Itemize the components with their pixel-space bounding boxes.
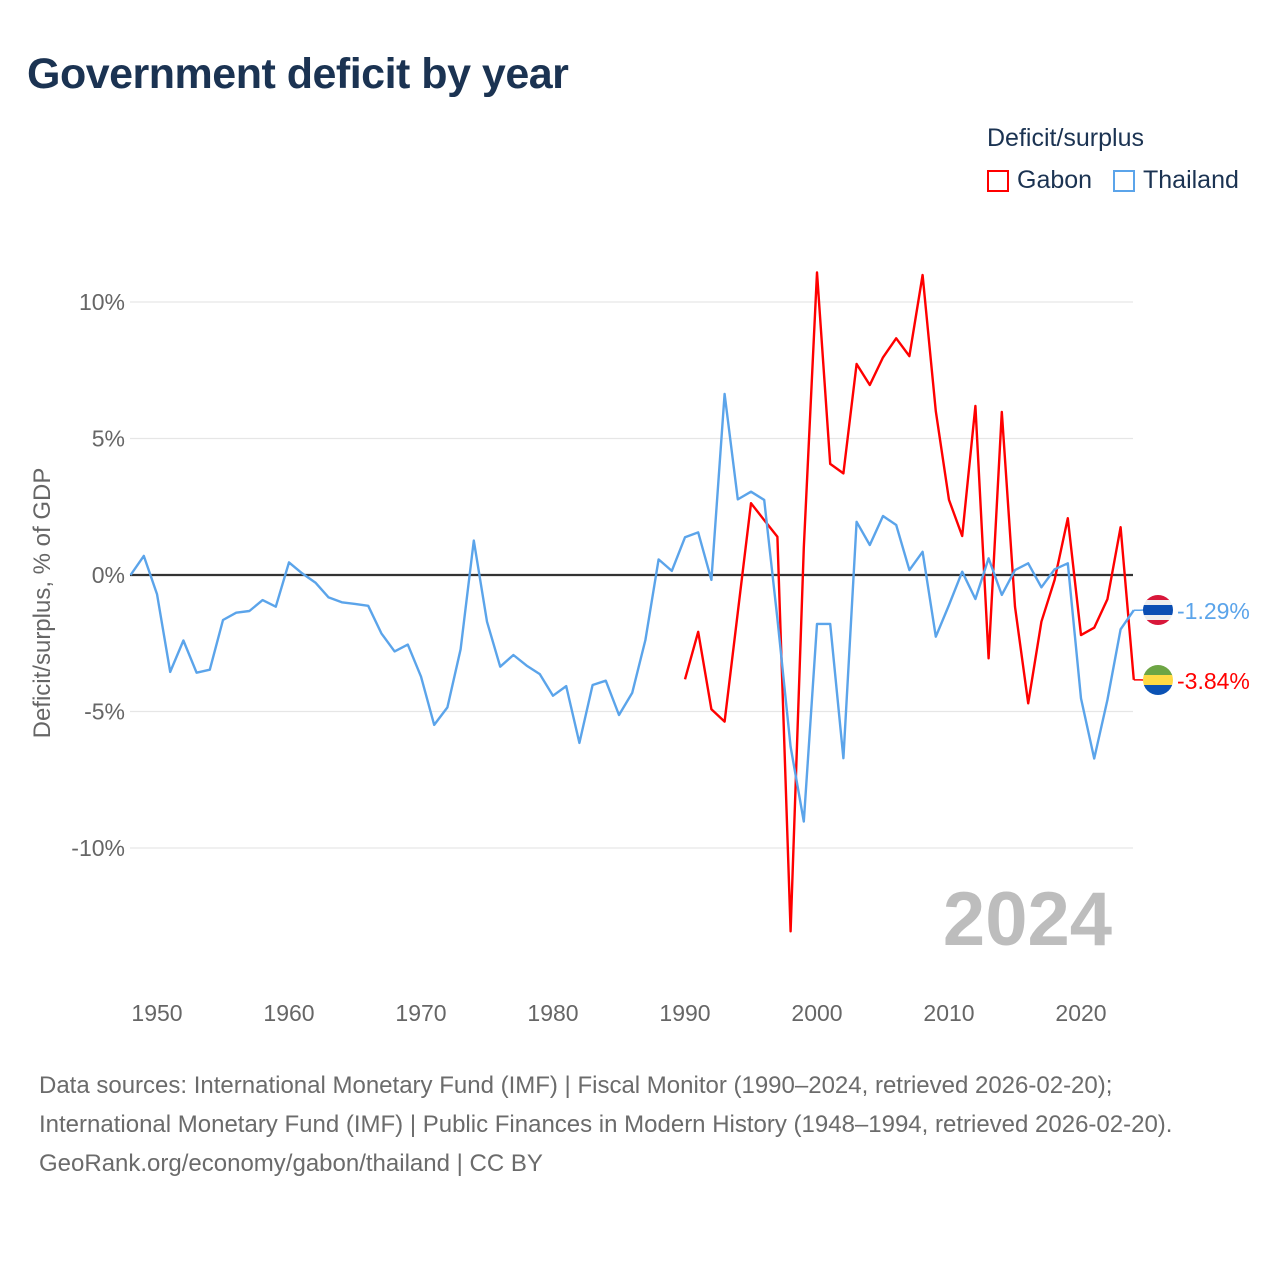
- series-line-thailand[interactable]: [129, 392, 1135, 823]
- thailand-flag-icon: [1143, 595, 1173, 625]
- x-tick-label: 2020: [1055, 1000, 1106, 1026]
- legend-swatch-thailand: [1113, 169, 1135, 192]
- x-tick-label: 1970: [395, 1000, 446, 1026]
- legend-item-thailand[interactable]: Thailand: [1113, 166, 1239, 195]
- line-chart: 10% 5% 0% -5% -10% 1950 1960 1970 1980 1990 2000 2…: [29, 271, 1250, 1026]
- end-labels: -3.84% -1.29%: [1133, 595, 1250, 695]
- x-tick-label: 1980: [527, 1000, 578, 1026]
- y-tick-label: -5%: [84, 699, 125, 725]
- gridlines: [130, 301, 1133, 849]
- data-sources: Data sources: International Monetary Fun…: [39, 1072, 1173, 1138]
- legend-title: Deficit/surplus: [987, 124, 1144, 152]
- legend-item-gabon[interactable]: Gabon: [987, 166, 1092, 195]
- legend-swatch-gabon: [987, 169, 1009, 192]
- x-tick-label: 2000: [791, 1000, 842, 1026]
- y-tick-label: 5%: [92, 426, 125, 452]
- y-axis-label: Deficit/surplus, % of GDP: [29, 468, 56, 739]
- year-watermark: 2024: [943, 877, 1112, 962]
- series-lines: [129, 271, 1135, 933]
- x-tick-label: 2010: [923, 1000, 974, 1026]
- legend-label-gabon: Gabon: [1017, 166, 1093, 194]
- chart-title: Government deficit by year: [27, 50, 569, 98]
- x-axis-ticks: 1950 1960 1970 1980 1990 2000 2010 2020: [131, 1000, 1106, 1026]
- end-value-label-thailand: -1.29%: [1177, 598, 1250, 624]
- gabon-flag-icon: [1143, 665, 1173, 695]
- footer: Data sources: International Monetary Fun…: [39, 1066, 1239, 1183]
- end-value-label-gabon: -3.84%: [1177, 668, 1250, 694]
- y-tick-label: 10%: [79, 289, 125, 315]
- credit-link[interactable]: GeoRank.org/economy/gabon/thailand | CC …: [39, 1150, 543, 1177]
- y-tick-label: 0%: [92, 562, 125, 588]
- legend-label-thailand: Thailand: [1143, 166, 1239, 194]
- y-tick-label: -10%: [71, 835, 125, 861]
- x-tick-label: 1950: [131, 1000, 182, 1026]
- x-tick-label: 1990: [659, 1000, 710, 1026]
- series-line-gabon[interactable]: [683, 271, 1135, 933]
- x-tick-label: 1960: [263, 1000, 314, 1026]
- y-axis-ticks: 10% 5% 0% -5% -10%: [71, 289, 125, 861]
